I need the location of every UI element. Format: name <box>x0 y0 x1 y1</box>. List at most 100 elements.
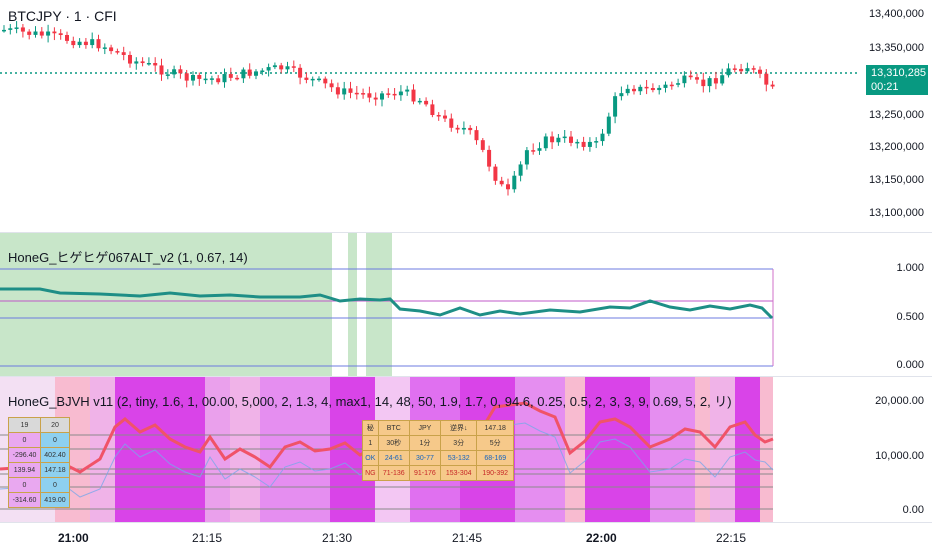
candle-body <box>493 166 498 181</box>
table-cell: 147.18 <box>476 420 514 436</box>
indicator1-line <box>0 287 774 320</box>
table-cell: 3分 <box>439 435 478 451</box>
candle-body <box>726 68 731 76</box>
table-row: 0 0 <box>8 477 70 493</box>
indicator2-title[interactable]: HoneG_BJVH v11 (2, tiny, 1.6, 1, 00.00, … <box>8 394 732 409</box>
candle-body <box>587 141 592 147</box>
candle-body <box>474 130 479 141</box>
pane-divider[interactable] <box>0 376 932 377</box>
candle-body <box>335 87 340 95</box>
candle-body <box>348 88 353 93</box>
current-price-tag: 13,310,285 00:21 <box>866 65 928 95</box>
candle-body <box>436 114 441 117</box>
indicator1-pane[interactable]: HoneG_ヒゲヒゲ067ALT_v2 (1, 0.67, 14) 1.000 … <box>0 233 932 376</box>
price-chart-pane[interactable]: BTCJPY · 1 · CFI 13,400,000 13,350,000 1… <box>0 0 932 232</box>
candle-body <box>449 118 454 128</box>
candle-body <box>405 89 410 92</box>
candle-body <box>751 68 756 70</box>
table-cell: 逆界↓ <box>439 420 478 436</box>
candle-body <box>398 91 403 96</box>
candle-body <box>732 68 737 70</box>
candle-body <box>619 93 624 97</box>
candle-body <box>600 133 605 142</box>
candle-body <box>430 104 435 115</box>
table-row: 秘 BTC JPY 逆界↓ 147.18 <box>362 420 514 436</box>
candle-body <box>758 69 762 74</box>
candle-body <box>380 93 384 100</box>
candle-body <box>266 67 271 71</box>
candle-body <box>682 75 687 84</box>
candle-body <box>272 65 277 68</box>
candle-body <box>96 39 101 49</box>
candle-body <box>115 51 120 53</box>
table-cell: 91-176 <box>408 465 441 481</box>
candle-body <box>2 29 6 32</box>
candle-body <box>443 115 447 119</box>
candle-body <box>285 66 290 70</box>
candle-body <box>480 140 485 150</box>
symbol-title[interactable]: BTCJPY · 1 · CFI <box>8 8 117 24</box>
candle-body <box>203 78 208 81</box>
candle-body <box>52 31 57 34</box>
left-info-table: 19 20 0 0 -296.40 402.40 139.94 147.18 0… <box>8 417 70 508</box>
table-cell: 0 <box>8 477 41 493</box>
table-cell: 24-61 <box>377 450 410 466</box>
table-row: NG 71-136 91-176 153-304 190-392 <box>362 465 514 481</box>
indicator1-axis-label: 1.000 <box>896 262 924 274</box>
candle-body <box>386 93 391 95</box>
candle-body <box>543 136 548 149</box>
candle-body <box>71 40 76 46</box>
indicator2-pane[interactable]: HoneG_BJVH v11 (2, tiny, 1.6, 1, 00.00, … <box>0 377 932 522</box>
candle-body <box>172 69 177 75</box>
table-row: 0 0 <box>8 432 70 448</box>
candle-body <box>209 78 214 80</box>
table-cell: 68-169 <box>476 450 514 466</box>
table-cell: 71-136 <box>377 465 410 481</box>
table-cell: 153-304 <box>439 465 478 481</box>
candle-body <box>8 28 13 30</box>
price-axis-label: 13,150,000 <box>868 174 924 186</box>
price-axis-label: 13,100,000 <box>868 207 924 219</box>
green-zone <box>0 233 332 376</box>
candle-body <box>323 78 328 84</box>
table-cell: 5分 <box>476 435 514 451</box>
candle-body <box>65 35 69 41</box>
candle-body <box>739 68 744 72</box>
candle-body <box>367 93 372 98</box>
candle-body <box>518 164 523 176</box>
candlestick-chart[interactable] <box>0 0 932 232</box>
table-row: 19 20 <box>8 417 70 433</box>
time-axis-label: 22:00 <box>586 531 617 545</box>
table-cell: 0 <box>40 432 70 448</box>
candle-body <box>279 65 284 70</box>
time-axis[interactable]: 21:00 21:15 21:30 21:45 22:00 22:15 <box>0 522 932 551</box>
candle-body <box>121 52 126 55</box>
table-row: 1 30秒 1分 3分 5分 <box>362 435 514 451</box>
time-axis-label: 21:00 <box>58 531 89 545</box>
candle-body <box>707 78 712 87</box>
candle-body <box>291 66 296 68</box>
indicator2-axis-label: 0.00 <box>902 504 924 516</box>
candle-body <box>695 77 699 80</box>
candle-body <box>392 93 397 96</box>
table-cell: 190-392 <box>476 465 514 481</box>
indicator1-chart[interactable] <box>0 233 932 376</box>
candle-body <box>109 47 114 52</box>
table-cell: JPY <box>408 420 441 436</box>
candle-body <box>650 88 655 91</box>
candle-body <box>562 136 567 139</box>
table-row: -314.60 419.00 <box>8 492 70 508</box>
candle-body <box>317 78 321 81</box>
candle-body <box>638 86 643 92</box>
candle-body <box>569 136 573 143</box>
indicator1-title[interactable]: HoneG_ヒゲヒゲ067ALT_v2 (1, 0.67, 14) <box>8 250 248 265</box>
candle-body <box>33 31 38 35</box>
candle-body <box>506 184 510 190</box>
candle-body <box>531 150 536 152</box>
indicator2-axis-label: 20,000.00 <box>875 395 924 407</box>
candle-body <box>153 63 158 66</box>
pane-divider[interactable] <box>0 232 932 233</box>
candle-body <box>487 149 492 167</box>
table-cell: 19 <box>8 417 41 433</box>
candle-body <box>644 86 649 89</box>
